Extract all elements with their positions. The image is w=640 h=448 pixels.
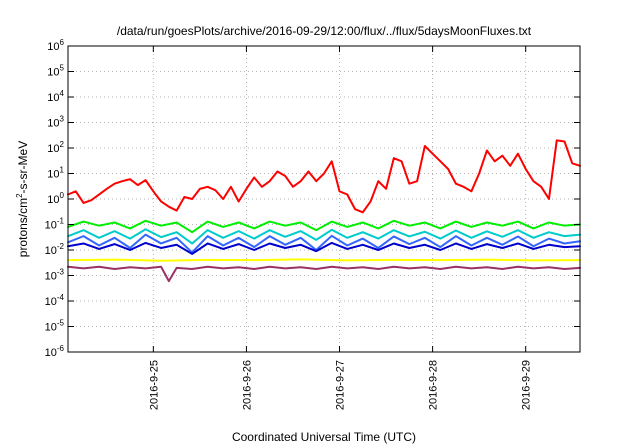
y-tick-label: 10-3 (45, 268, 65, 283)
y-tick-exponent: 6 (60, 38, 65, 47)
y-tick-label: 10-5 (45, 319, 65, 334)
y-tick-label: 10-2 (45, 242, 65, 257)
x-axis-title: Coordinated Universal Time (UTC) (232, 430, 416, 444)
y-tick-label: 105 (47, 64, 64, 79)
y-tick-label: 10-4 (45, 293, 65, 308)
y-tick-exponent: 2 (60, 140, 65, 149)
y-tick-exponent: -2 (57, 242, 65, 251)
axis-ticks (68, 45, 580, 353)
y-axis-title: protons/cm2-s-sr-MeV (15, 141, 30, 257)
y-tick-label: 101 (47, 166, 64, 181)
y-axis-title-rest: -s-sr-MeV (16, 141, 30, 194)
y-tick-exponent: -5 (57, 319, 65, 328)
y-axis-title-superscript: 2 (15, 193, 24, 198)
y-tick-base: 10 (47, 118, 59, 130)
y-tick-base: 10 (45, 296, 57, 308)
x-tick-label: 2016-9-27 (335, 360, 347, 410)
x-tick-label: 2016-9-28 (428, 360, 440, 410)
series-line-6 (67, 258, 581, 262)
y-tick-label: 104 (47, 89, 64, 104)
series-line-1 (67, 139, 581, 214)
x-tick-label: 2016-9-26 (241, 360, 253, 410)
y-tick-exponent: -1 (57, 217, 65, 226)
series-line-5 (67, 241, 581, 255)
y-tick-exponent: -6 (57, 344, 65, 353)
y-tick-label: 102 (47, 140, 64, 155)
x-tick-label: 2016-9-25 (148, 360, 160, 410)
series-layer (67, 139, 581, 283)
series-line-2 (67, 219, 581, 234)
y-tick-base: 10 (45, 347, 57, 359)
y-tick-base: 10 (45, 220, 57, 232)
y-tick-exponent: -3 (57, 268, 65, 277)
y-tick-label: 106 (47, 38, 64, 53)
x-tick-label: 2016-9-29 (521, 360, 533, 410)
y-tick-label: 103 (47, 115, 64, 130)
y-tick-base: 10 (47, 41, 59, 53)
y-tick-base: 10 (47, 169, 59, 181)
y-tick-label: 10-1 (45, 217, 65, 232)
y-tick-base: 10 (47, 67, 59, 79)
series-line-7 (67, 265, 581, 283)
y-tick-label: 100 (47, 191, 64, 206)
y-tick-base: 10 (45, 271, 57, 283)
y-tick-label: 10-6 (45, 344, 65, 359)
y-tick-base: 10 (47, 92, 59, 104)
series-line-4 (67, 233, 581, 254)
x-tick-labels: 2016-9-25 2016-9-26 2016-9-27 2016-9-28 2016… (148, 360, 532, 410)
y-tick-base: 10 (47, 143, 59, 155)
y-tick-exponent: 3 (60, 115, 65, 124)
y-tick-base: 10 (45, 245, 57, 257)
y-tick-base: 10 (47, 194, 59, 206)
grid (68, 45, 580, 353)
y-tick-exponent: 1 (60, 166, 65, 175)
y-axis-title-base: protons/cm (16, 198, 30, 257)
y-tick-exponent: 4 (60, 89, 65, 98)
y-tick-labels: 10-610-510-410-310-210-11001011021031041… (45, 38, 65, 359)
series-line-3 (67, 228, 581, 245)
y-tick-base: 10 (45, 322, 57, 334)
chart-title: /data/run/goesPlots/archive/2016-09-29/1… (117, 24, 532, 38)
y-tick-exponent: 5 (60, 64, 65, 73)
y-tick-exponent: 0 (60, 191, 65, 200)
y-tick-exponent: -4 (57, 293, 65, 302)
